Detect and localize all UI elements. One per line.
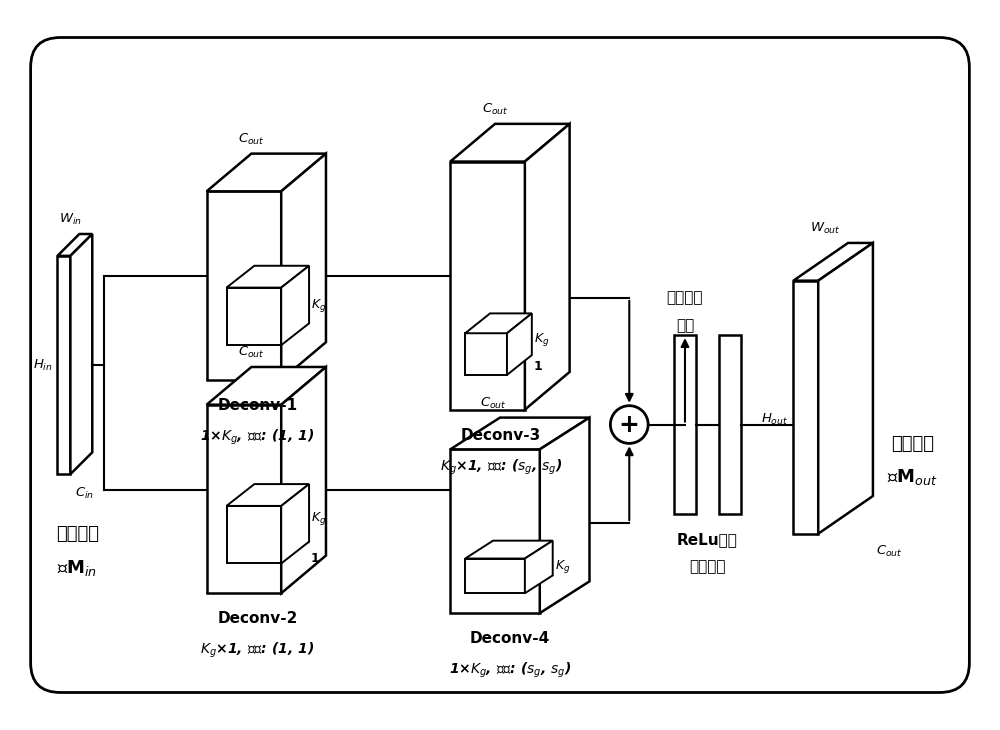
Polygon shape (281, 266, 309, 345)
Text: 1: 1 (534, 360, 543, 373)
Polygon shape (450, 450, 540, 613)
Polygon shape (450, 161, 525, 410)
Polygon shape (540, 418, 590, 613)
Polygon shape (793, 243, 873, 280)
Text: $C_{out}$: $C_{out}$ (482, 101, 508, 117)
Polygon shape (281, 484, 309, 564)
Text: 输出特征: 输出特征 (891, 435, 934, 453)
Polygon shape (70, 234, 92, 474)
Text: $W_{out}$: $W_{out}$ (810, 221, 840, 236)
Polygon shape (525, 124, 570, 410)
Text: Deconv-1: Deconv-1 (217, 398, 297, 412)
Polygon shape (465, 313, 532, 333)
Polygon shape (57, 234, 92, 256)
Text: $K_g$×1, 步长: (1, 1): $K_g$×1, 步长: (1, 1) (200, 641, 314, 660)
Polygon shape (207, 191, 281, 380)
Polygon shape (227, 484, 309, 506)
Polygon shape (507, 313, 532, 375)
Text: 图$\mathbf{M}_{in}$: 图$\mathbf{M}_{in}$ (57, 558, 97, 578)
Text: $H_{out}$: $H_{out}$ (761, 412, 788, 427)
Polygon shape (281, 153, 326, 380)
Text: Deconv-4: Deconv-4 (470, 631, 550, 646)
Polygon shape (465, 333, 507, 375)
Text: 1×$K_g$, 步长: ($s_g$, $s_g$): 1×$K_g$, 步长: ($s_g$, $s_g$) (449, 661, 571, 680)
Polygon shape (57, 255, 70, 474)
Text: $W_{in}$: $W_{in}$ (59, 212, 82, 227)
Bar (719, 335, 741, 514)
Polygon shape (450, 124, 570, 161)
Text: 1: 1 (311, 552, 320, 565)
Polygon shape (227, 266, 309, 288)
Text: $K_g$: $K_g$ (555, 558, 570, 575)
Text: $K_g$×1, 步长: ($s_g$, $s_g$): $K_g$×1, 步长: ($s_g$, $s_g$) (440, 457, 562, 477)
Text: 输入特征: 输入特征 (56, 525, 99, 542)
Text: 处理: 处理 (676, 318, 694, 333)
Text: $K_g$: $K_g$ (311, 297, 326, 314)
Polygon shape (207, 153, 326, 191)
Polygon shape (465, 541, 553, 558)
Polygon shape (227, 288, 281, 345)
FancyBboxPatch shape (31, 37, 969, 693)
Text: $C_{out}$: $C_{out}$ (480, 396, 506, 411)
Polygon shape (207, 404, 281, 593)
Text: +: + (619, 412, 640, 437)
Text: 1×$K_g$, 步长: (1, 1): 1×$K_g$, 步长: (1, 1) (200, 428, 314, 447)
Text: Deconv-3: Deconv-3 (461, 428, 541, 442)
Text: $C_{out}$: $C_{out}$ (238, 345, 265, 360)
Polygon shape (450, 418, 590, 450)
Text: 函数处理: 函数处理 (689, 559, 726, 575)
Text: ReLu激活: ReLu激活 (677, 531, 738, 547)
Text: 图$\mathbf{M}_{out}$: 图$\mathbf{M}_{out}$ (887, 467, 938, 487)
Text: Deconv-2: Deconv-2 (217, 611, 298, 626)
Polygon shape (207, 367, 326, 404)
Text: $C_{out}$: $C_{out}$ (876, 544, 903, 558)
Polygon shape (525, 541, 553, 593)
Polygon shape (793, 280, 818, 534)
Polygon shape (465, 558, 525, 593)
Text: $K_g$: $K_g$ (311, 510, 326, 526)
Polygon shape (227, 506, 281, 564)
Bar (674, 335, 696, 514)
Text: $H_{in}$: $H_{in}$ (33, 358, 53, 372)
Text: $K_g$: $K_g$ (534, 331, 549, 348)
Text: $C_{out}$: $C_{out}$ (238, 131, 265, 147)
Polygon shape (281, 367, 326, 593)
Text: 批归一化: 批归一化 (667, 290, 703, 305)
Polygon shape (818, 243, 873, 534)
Text: $C_{in}$: $C_{in}$ (75, 486, 94, 502)
